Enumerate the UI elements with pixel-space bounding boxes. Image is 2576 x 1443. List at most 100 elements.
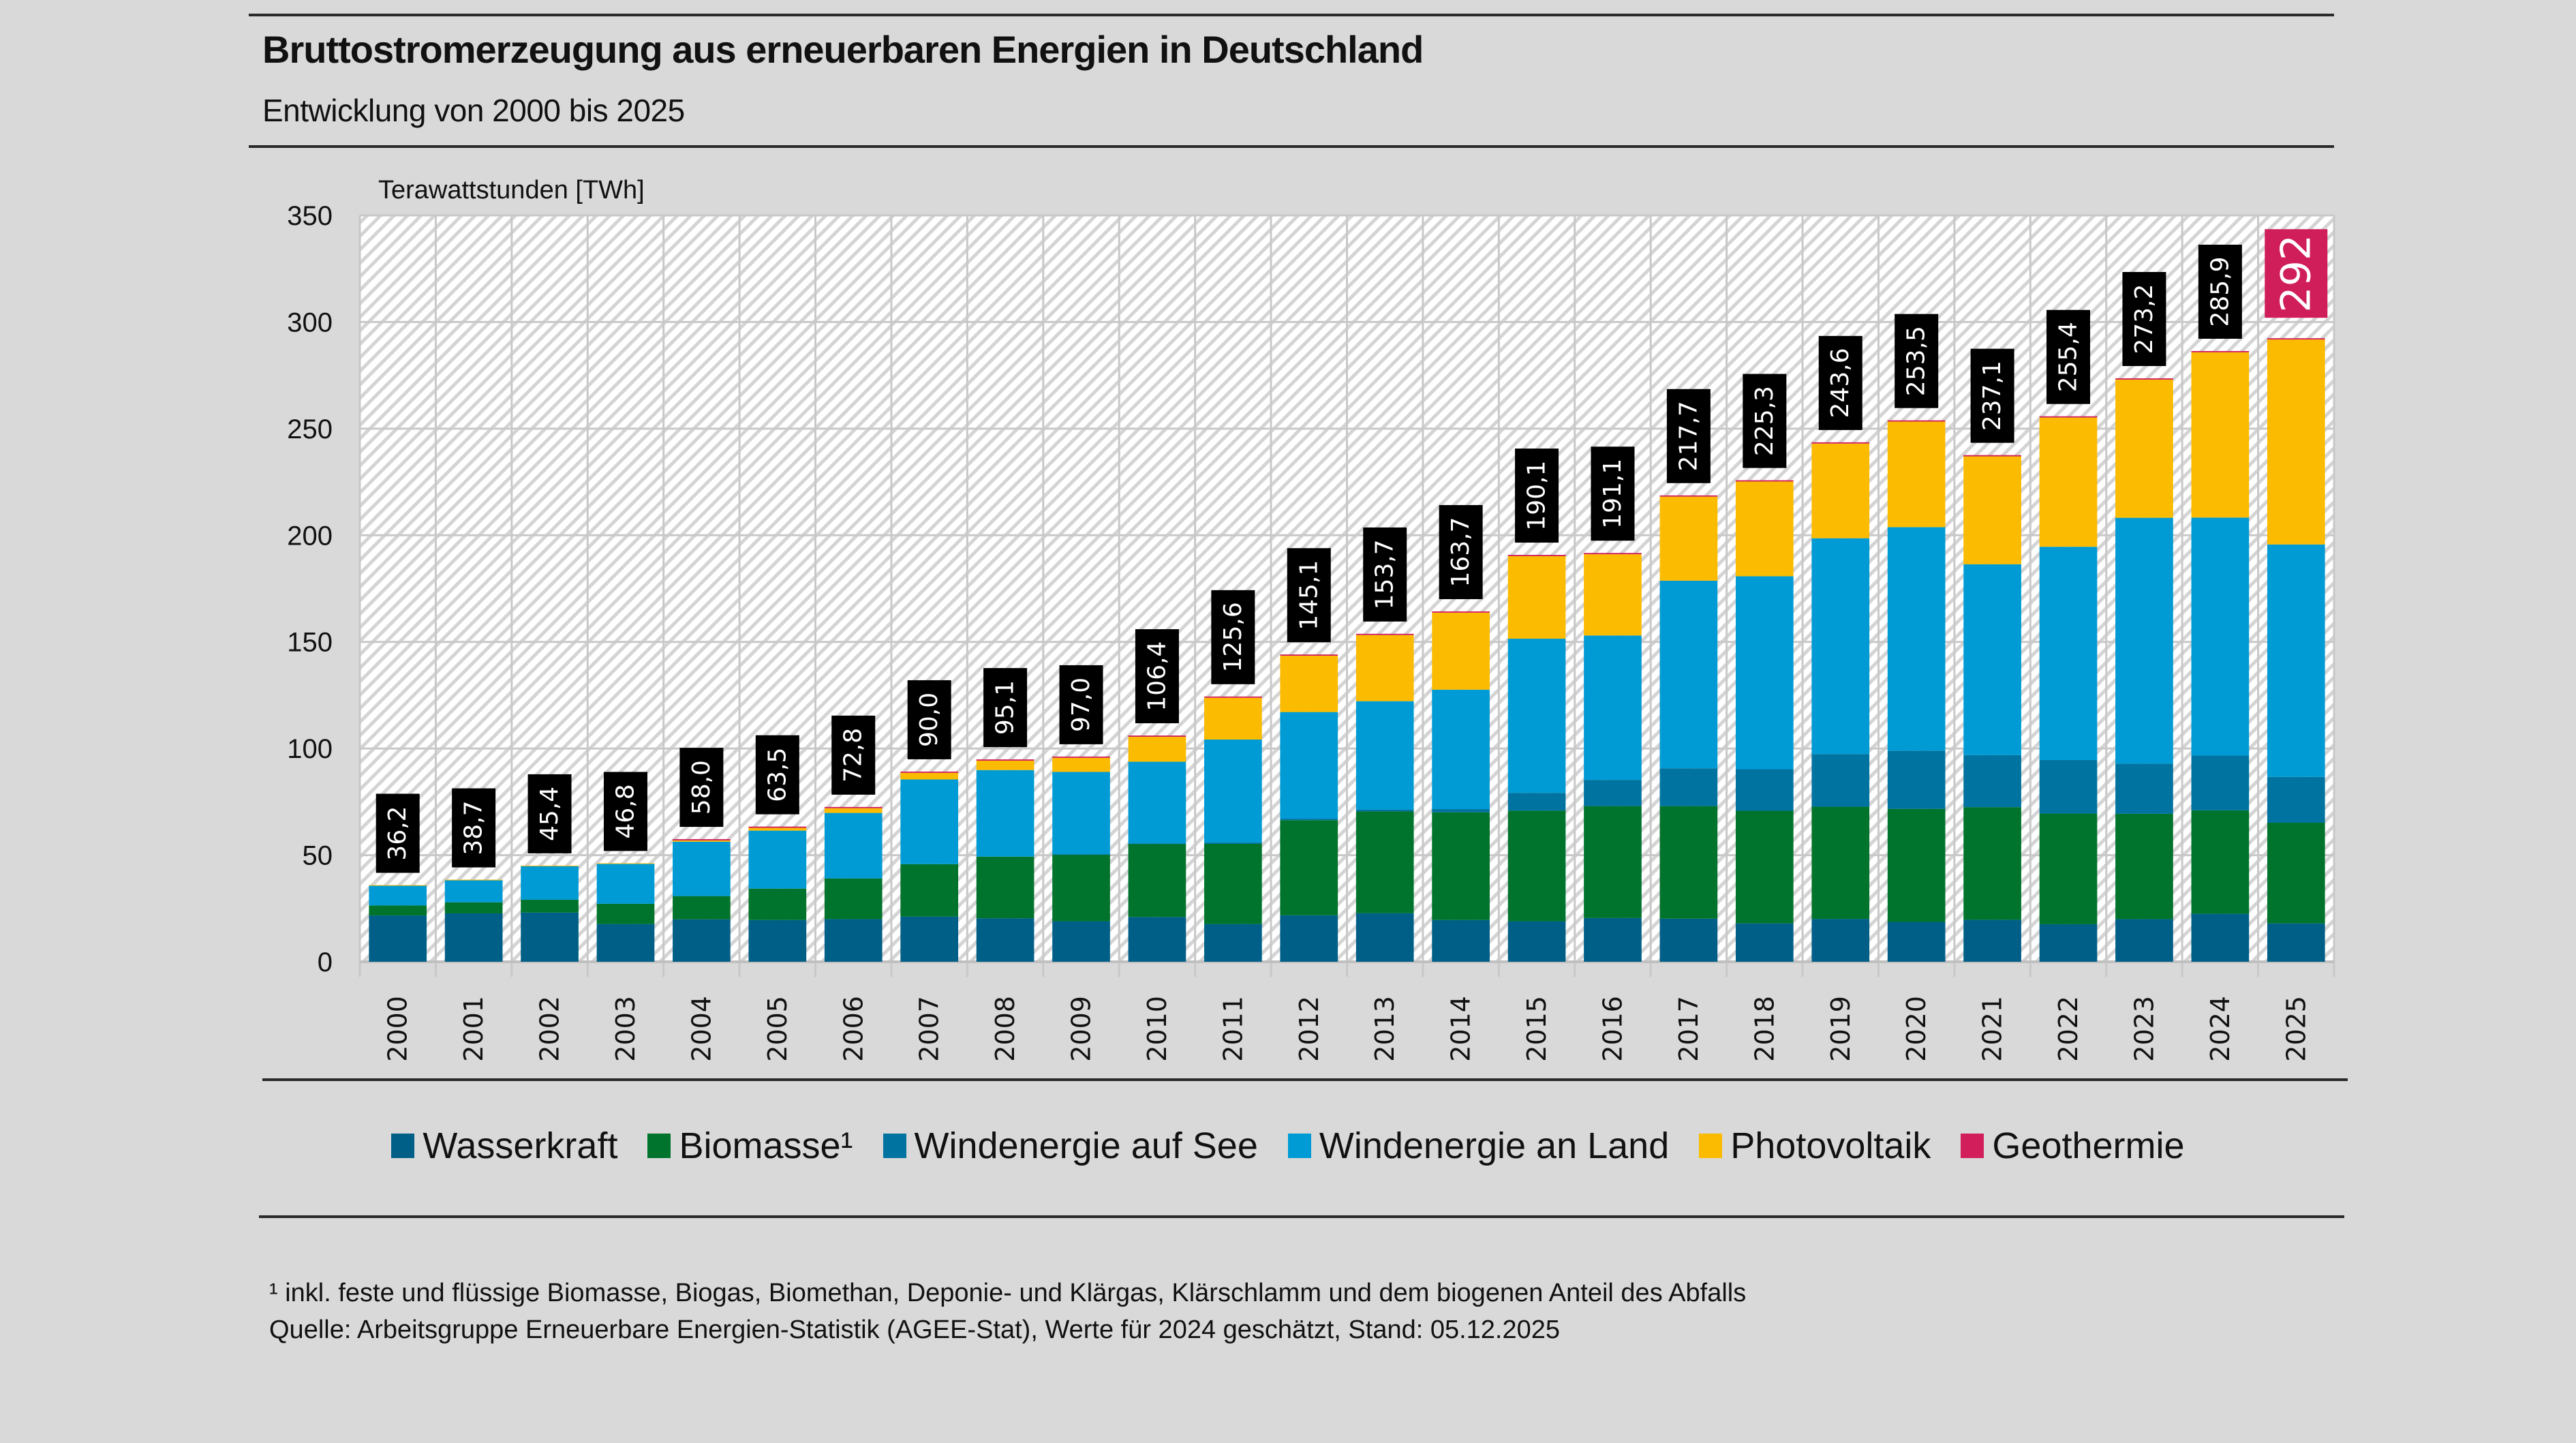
total-label: 46,8 <box>611 784 639 838</box>
legend-item-wind-see: Windenergie auf See <box>883 1125 1258 1167</box>
legend-swatch-wasserkraft <box>391 1134 415 1158</box>
bar-segment-geothermie <box>1659 495 1718 497</box>
bar-segment-wasserkraft <box>1280 915 1338 962</box>
bar-segment-biomasse <box>1963 807 2021 920</box>
chart-title: Bruttostromerzeugung aus erneuerbaren En… <box>262 28 1424 71</box>
bar-segment-biomasse <box>2267 823 2325 924</box>
x-tick-label: 2012 <box>1294 996 1324 1062</box>
bar-segment-biomasse <box>2115 813 2173 920</box>
bar-segment-windenergieanland <box>2115 517 2173 764</box>
legend-item-wasserkraft: Wasserkraft <box>391 1125 617 1167</box>
x-tick-label: 2022 <box>2053 996 2083 1062</box>
bar-segment-photovoltaik <box>2039 417 2098 547</box>
bar-segment-windenergieanland <box>369 885 427 906</box>
bar-segment-wasserkraft <box>748 920 807 962</box>
legend-item-photovoltaik: Photovoltaik <box>1699 1125 1931 1167</box>
legend-bottom-rule <box>259 1215 2344 1218</box>
total-label-box <box>1970 348 2014 443</box>
total-label: 106,4 <box>1143 641 1171 712</box>
bar-segment-windenergieanland <box>900 779 959 864</box>
bar-segment-geothermie <box>900 771 959 773</box>
bar-segment-biomasse <box>748 888 807 920</box>
bar-segment-biomasse <box>1811 806 1870 920</box>
bar-segment-geothermie <box>2191 350 2250 352</box>
bar-segment-photovoltaik <box>1128 736 1186 762</box>
footnote: ¹ inkl. feste und flüssige Biomasse, Bio… <box>269 1279 1747 1307</box>
bar-segment-wasserkraft <box>1659 918 1718 962</box>
total-label: 243,6 <box>1826 348 1854 418</box>
legend-swatch-photovoltaik <box>1699 1134 1723 1158</box>
bar-segment-photovoltaik <box>2191 352 2250 518</box>
x-tick-label: 2014 <box>1446 996 1476 1062</box>
x-tick-label: 2006 <box>838 996 868 1062</box>
bar-segment-photovoltaik <box>1432 612 1490 690</box>
x-tick-label: 2018 <box>1749 996 1779 1062</box>
bar-segment-geothermie <box>1507 555 1566 556</box>
total-label: 45,4 <box>536 787 564 841</box>
x-tick-label: 2007 <box>915 996 945 1062</box>
bar-segment-windenergieanland <box>1584 635 1642 780</box>
legend-item-wind-land: Windenergie an Land <box>1287 1125 1670 1167</box>
bar-segment-biomasse <box>1584 806 1642 918</box>
bar-segment-wasserkraft <box>596 924 655 962</box>
legend-swatch-wind-see <box>883 1134 906 1158</box>
bar-segment-geothermie <box>1128 735 1186 737</box>
total-label-box <box>1895 314 1939 408</box>
x-tick-label: 2023 <box>2129 996 2159 1062</box>
total-label: 58,0 <box>688 760 716 815</box>
legend-label: Wasserkraft <box>423 1125 618 1166</box>
total-label: 145,1 <box>1295 560 1323 631</box>
bar-segment-windenergieanland <box>444 879 503 902</box>
total-label-box <box>2046 309 2091 404</box>
bar-segment-biomasse <box>673 896 731 920</box>
y-axis-label: Terawattstunden [TWh] <box>378 176 645 204</box>
total-label-box <box>603 772 647 851</box>
legend-top-rule <box>262 1078 2348 1081</box>
bar-segment-wasserkraft <box>1432 920 1490 962</box>
bar-segment-photovoltaik <box>1963 456 2021 564</box>
y-tick-label: 200 <box>287 521 333 551</box>
bar-segment-windenergieanland <box>1204 740 1262 843</box>
bar-segment-photovoltaik <box>900 772 959 780</box>
x-tick-label: 2004 <box>686 996 716 1062</box>
bar-segment-windenergieanland <box>1963 564 2021 755</box>
bar-segment-geothermie <box>2267 338 2325 340</box>
y-tick-label: 100 <box>287 734 333 764</box>
total-label-box <box>983 668 1028 748</box>
bar-segment-windenergieaufsee <box>1432 808 1490 812</box>
y-tick-label: 300 <box>287 307 333 337</box>
bar-segment-windenergieanland <box>1432 689 1490 809</box>
legend-label: Windenergie an Land <box>1319 1125 1670 1166</box>
bar-segment-windenergieaufsee <box>1052 854 1110 855</box>
bar-segment-biomasse <box>1735 810 1794 924</box>
total-label: 38,7 <box>460 800 488 855</box>
bar-segment-biomasse <box>1204 843 1262 924</box>
bar-segment-biomasse <box>1355 811 1414 913</box>
bar-segment-geothermie <box>1204 696 1262 698</box>
x-tick-label: 2016 <box>1597 996 1627 1062</box>
x-tick-label: 2015 <box>1522 996 1552 1062</box>
bar-segment-windenergieaufsee <box>2267 776 2325 823</box>
bar-segment-wasserkraft <box>673 919 731 962</box>
bar-segment-photovoltaik <box>596 863 655 864</box>
bar-segment-windenergieaufsee <box>1659 768 1718 806</box>
bar-segment-wasserkraft <box>900 916 959 962</box>
bar-segment-biomasse <box>824 878 883 920</box>
total-label: 97,0 <box>1067 678 1095 732</box>
bar-segment-windenergieanland <box>1507 639 1566 793</box>
x-tick-label: 2000 <box>383 996 413 1062</box>
bar-segment-windenergieanland <box>596 864 655 904</box>
bar-segment-biomasse <box>444 902 503 913</box>
legend-swatch-biomasse <box>647 1134 671 1158</box>
y-tick-label: 250 <box>287 414 333 444</box>
total-label-box <box>2265 229 2328 318</box>
bar-segment-wasserkraft <box>1963 920 2021 962</box>
total-label-box <box>831 715 876 795</box>
bar-segment-photovoltaik <box>673 840 731 842</box>
bar-segment-geothermie <box>1432 611 1490 613</box>
bar-segment-wasserkraft <box>1355 913 1414 962</box>
bar-segment-windenergieanland <box>1128 761 1186 844</box>
x-tick-label: 2009 <box>1067 996 1097 1062</box>
total-label-box <box>2122 272 2166 367</box>
bar-segment-photovoltaik <box>2267 339 2325 545</box>
